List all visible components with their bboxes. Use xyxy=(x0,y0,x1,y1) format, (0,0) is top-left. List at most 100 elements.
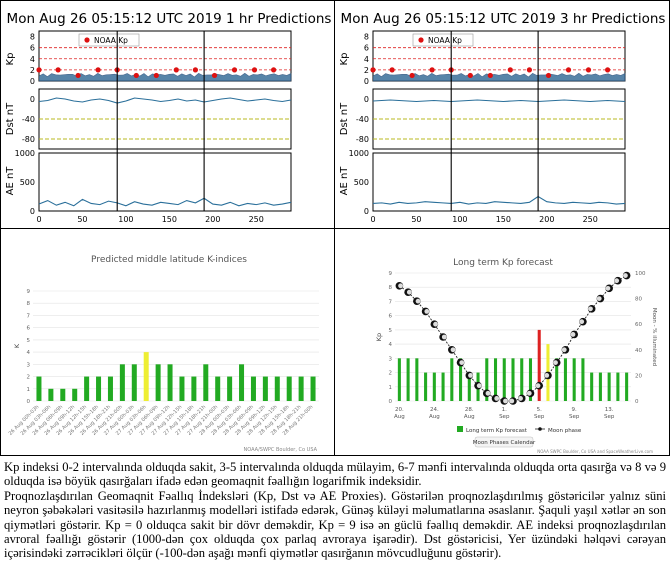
bar xyxy=(203,364,209,401)
y-tick-label: 9 xyxy=(27,289,31,295)
kp-point xyxy=(211,72,218,79)
moon-phase-highlight xyxy=(468,373,473,378)
x-tick-label: 1. xyxy=(502,407,507,413)
y2-axis-label: Moon - % illuminated xyxy=(651,308,657,366)
kp-point xyxy=(389,67,395,73)
bar xyxy=(167,364,173,401)
y-tick-label: 5 xyxy=(389,328,393,334)
panel-k-indices: Predicted middle latitude K-indices 0 1 2 3… xyxy=(0,228,336,456)
moon-phase-highlight xyxy=(494,396,500,401)
ae-tick-label: 500 xyxy=(20,178,35,187)
y-axis-label: Kp xyxy=(375,333,383,341)
bar xyxy=(450,358,454,401)
moon-phase-highlight xyxy=(570,332,576,337)
y-tick-label: 4 xyxy=(389,342,393,348)
moon-phase-highlight xyxy=(503,398,508,404)
moon-phase-highlight xyxy=(605,285,611,291)
kp-point xyxy=(192,67,199,73)
y-tick-label: 4 xyxy=(27,350,31,356)
moon-phase-highlight xyxy=(433,321,438,327)
bar xyxy=(572,358,576,401)
y-tick-label: 3 xyxy=(389,356,393,362)
x-tick-label: Sep xyxy=(499,414,510,420)
bar xyxy=(298,376,304,401)
bar xyxy=(406,358,410,401)
kp-axis-label: Kp xyxy=(339,53,350,66)
moon-phase-highlight xyxy=(476,383,482,389)
moon-phase-highlight xyxy=(614,278,620,284)
moon-phase-highlight xyxy=(535,383,541,389)
x-tick-label: Aug xyxy=(429,414,440,420)
bar xyxy=(616,372,620,401)
x-tick-label: 28. xyxy=(465,407,474,413)
y-tick-label: 1 xyxy=(27,387,31,393)
bar xyxy=(537,329,541,401)
bar xyxy=(239,364,245,401)
chart-title: Long term Kp forecast xyxy=(453,258,553,268)
y-tick-label: 2 xyxy=(27,375,31,381)
legend-label: NOAA Kp xyxy=(94,36,128,45)
moon-calendar-button xyxy=(474,436,534,448)
legend-label-moon: Moon phase xyxy=(548,428,582,434)
kp-tick-label: 8 xyxy=(364,33,369,42)
chart-1hr: Mon Aug 26 05:15:12 UTC 2019 1 hr Predic… xyxy=(5,11,331,224)
bar xyxy=(459,358,463,401)
bar xyxy=(511,358,515,401)
kp-point xyxy=(251,67,258,73)
bar xyxy=(607,372,611,401)
ae-axis-label: AE nT xyxy=(5,166,16,196)
x-tick-label: 150 xyxy=(162,215,177,224)
legend-marker xyxy=(84,37,90,43)
moon-phase-highlight xyxy=(485,390,491,396)
ae-tick-label: 0 xyxy=(364,207,369,216)
x-tick-label: 250 xyxy=(583,215,598,224)
kp-point xyxy=(271,67,277,73)
bar xyxy=(96,376,102,401)
bar xyxy=(119,364,125,401)
panel-1hr-predictions: Mon Aug 26 05:15:12 UTC 2019 1 hr Predic… xyxy=(0,0,336,230)
y-axis-label: K xyxy=(13,343,21,348)
kp-point xyxy=(409,72,415,79)
moon-phase-highlight xyxy=(526,390,532,396)
moon-phase-highlight xyxy=(544,373,550,378)
dst-axis-label: Dst nT xyxy=(339,102,350,135)
bar xyxy=(415,358,419,401)
kp-tick-label: 6 xyxy=(364,44,369,53)
x-tick-label: 24. xyxy=(430,407,439,413)
bar xyxy=(179,376,185,401)
x-tick-label: 9. xyxy=(572,407,577,413)
bar xyxy=(397,358,401,401)
bar xyxy=(191,376,197,401)
moon-phase-highlight xyxy=(561,347,567,353)
bar xyxy=(227,376,233,401)
x-tick-label: 150 xyxy=(496,215,511,224)
bar xyxy=(310,376,316,401)
credit-text: NOAA/SWPC Boulder, Co USA xyxy=(244,447,318,453)
bar xyxy=(155,364,161,401)
bar xyxy=(250,376,256,401)
dst-tick-label: 0 xyxy=(364,95,369,104)
bar xyxy=(493,358,498,401)
kp-point xyxy=(526,67,533,73)
legend-marker-moon xyxy=(538,427,542,431)
caption: Kp indeksi 0-2 intervalında olduqda saki… xyxy=(4,460,666,561)
bar xyxy=(262,376,268,401)
x-tick-label: Aug xyxy=(464,414,475,420)
moon-phase-highlight xyxy=(450,347,456,353)
dst-tick-label: -40 xyxy=(22,115,35,124)
chart-3hr: Mon Aug 26 05:15:12 UTC 2019 3 hr Predic… xyxy=(339,11,665,224)
y2-tick-label: 80 xyxy=(635,297,642,303)
kp-tick-label: 6 xyxy=(30,44,35,53)
dst-tick-label: -80 xyxy=(22,135,35,144)
bar xyxy=(520,358,524,401)
x-tick-label: Aug xyxy=(394,414,405,420)
credit-text: NOAA SWPC Boulder, Co USA and SpaceWeath… xyxy=(537,449,653,454)
panel-3hr-predictions: Mon Aug 26 05:15:12 UTC 2019 3 hr Predic… xyxy=(334,0,670,230)
y2-tick-label: 60 xyxy=(635,322,642,328)
x-tick-label: 50 xyxy=(77,215,87,224)
kp-activity-area xyxy=(38,72,292,82)
kp-point xyxy=(173,67,179,73)
chart-long-term: Long term Kp forecast 0 1 2 3 4 5 6 7 8 9 Kp 0 20 40 6… xyxy=(375,258,657,454)
legend-box xyxy=(78,33,140,47)
x-tick-label: Sep xyxy=(569,414,580,420)
